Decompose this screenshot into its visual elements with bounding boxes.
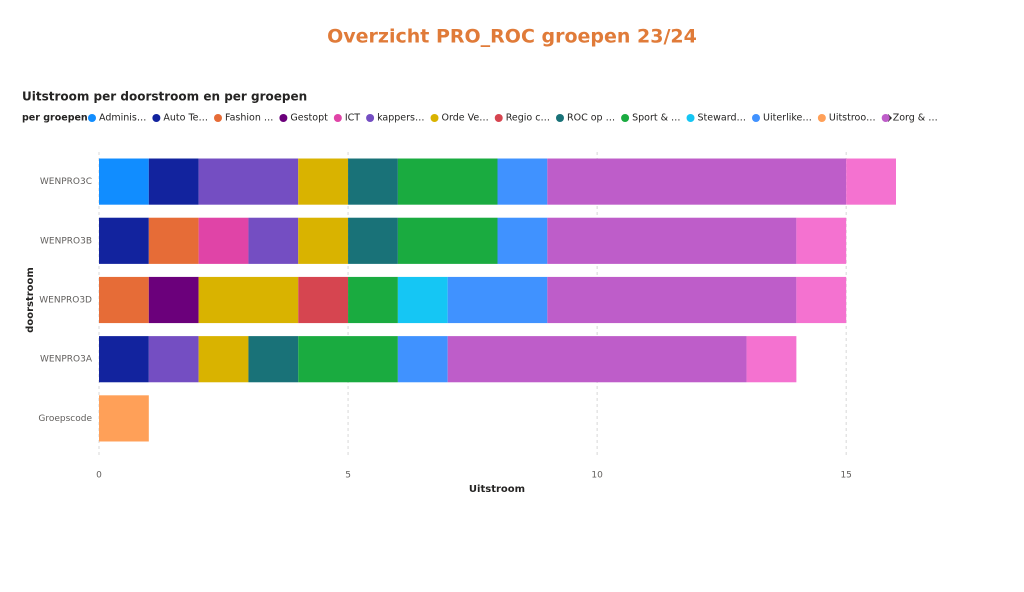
legend-marker <box>152 114 161 122</box>
bar-segment <box>148 276 199 324</box>
legend-marker <box>214 114 222 122</box>
legend-marker <box>279 114 288 122</box>
bar-segment <box>198 276 299 324</box>
legend-label: Steward… <box>698 113 746 124</box>
legend-marker <box>430 114 439 122</box>
bar-segment <box>846 158 896 205</box>
legend-marker <box>881 114 890 122</box>
x-tick-label: 10 <box>591 471 603 481</box>
bar-segment <box>198 158 299 205</box>
bar-segment <box>348 217 398 264</box>
legend-label: ROC op … <box>567 113 615 124</box>
legend-marker <box>621 114 630 122</box>
legend-marker <box>366 114 375 122</box>
bar-segment <box>397 158 498 205</box>
chart-subtitle: Uitstroom per doorstroom en per groepen <box>22 90 307 104</box>
bar-segment <box>348 276 398 324</box>
bar-segment <box>447 276 548 324</box>
bar-segment <box>99 276 149 324</box>
bar-segment <box>547 217 797 264</box>
legend-label: kappers… <box>377 113 424 124</box>
x-tick-label: 15 <box>840 471 851 481</box>
legend-label: Regio c… <box>506 113 550 124</box>
bar-segment <box>547 158 847 205</box>
y-tick-label: WENPRO3B <box>40 236 92 246</box>
chart-title: Overzicht PRO_ROC groepen 23/24 <box>327 26 697 48</box>
bar-segment <box>397 217 498 264</box>
bar-segment <box>298 336 398 383</box>
legend-label: Adminis… <box>99 113 146 124</box>
legend-marker <box>88 114 96 122</box>
bar-segment <box>397 276 448 324</box>
bar-segment <box>397 336 448 383</box>
legend-label: Sport & … <box>632 113 680 124</box>
bar-segment <box>99 395 149 442</box>
bar-segment <box>99 158 149 205</box>
legend-label: Fashion … <box>225 113 273 124</box>
y-axis-label: doorstroom <box>25 267 36 333</box>
bar-segment <box>796 276 847 324</box>
bar-segment <box>298 276 349 324</box>
legend-label: Gestopt <box>290 113 328 124</box>
legend-label: Orde Ve… <box>442 113 489 124</box>
x-tick-label: 0 <box>96 471 102 481</box>
y-tick-label: Groepscode <box>38 414 92 424</box>
bar-segment <box>148 336 199 383</box>
bar-segment <box>746 336 797 383</box>
legend-label: Uiterlike… <box>763 113 812 124</box>
legend-label: Zorg & … <box>893 113 938 124</box>
bar-segment <box>148 217 199 264</box>
y-tick-label: WENPRO3A <box>40 355 93 365</box>
bar-segment <box>198 336 249 383</box>
bar-segment <box>148 158 199 205</box>
bar-segment <box>99 217 149 264</box>
legend-title: per groepen <box>22 113 88 124</box>
legend-marker <box>333 114 342 122</box>
y-tick-label: WENPRO3D <box>39 296 92 306</box>
bar-segment <box>547 276 797 324</box>
legend-marker <box>752 114 760 122</box>
y-tick-label: WENPRO3C <box>40 177 92 187</box>
bar-segment <box>298 158 349 205</box>
bar-segment <box>497 217 548 264</box>
x-tick-label: 5 <box>345 471 351 481</box>
bar-segment <box>447 336 747 383</box>
legend-marker <box>555 114 564 122</box>
bar-segment <box>99 336 149 383</box>
bar-segment <box>248 217 299 264</box>
legend-marker <box>686 114 695 122</box>
legend-marker <box>494 114 503 122</box>
legend-label: Auto Te… <box>163 113 208 124</box>
legend-label: ICT <box>345 113 360 124</box>
legend-marker <box>817 114 826 122</box>
bar-segment <box>298 217 349 264</box>
x-axis-label: Uitstroom <box>469 484 525 495</box>
bar-segment <box>248 336 299 383</box>
legend-label: Uitstroo… <box>829 113 876 124</box>
bar-segment <box>796 217 847 264</box>
bar-segment <box>497 158 548 205</box>
bar-segment <box>198 217 249 264</box>
bar-segment <box>348 158 398 205</box>
